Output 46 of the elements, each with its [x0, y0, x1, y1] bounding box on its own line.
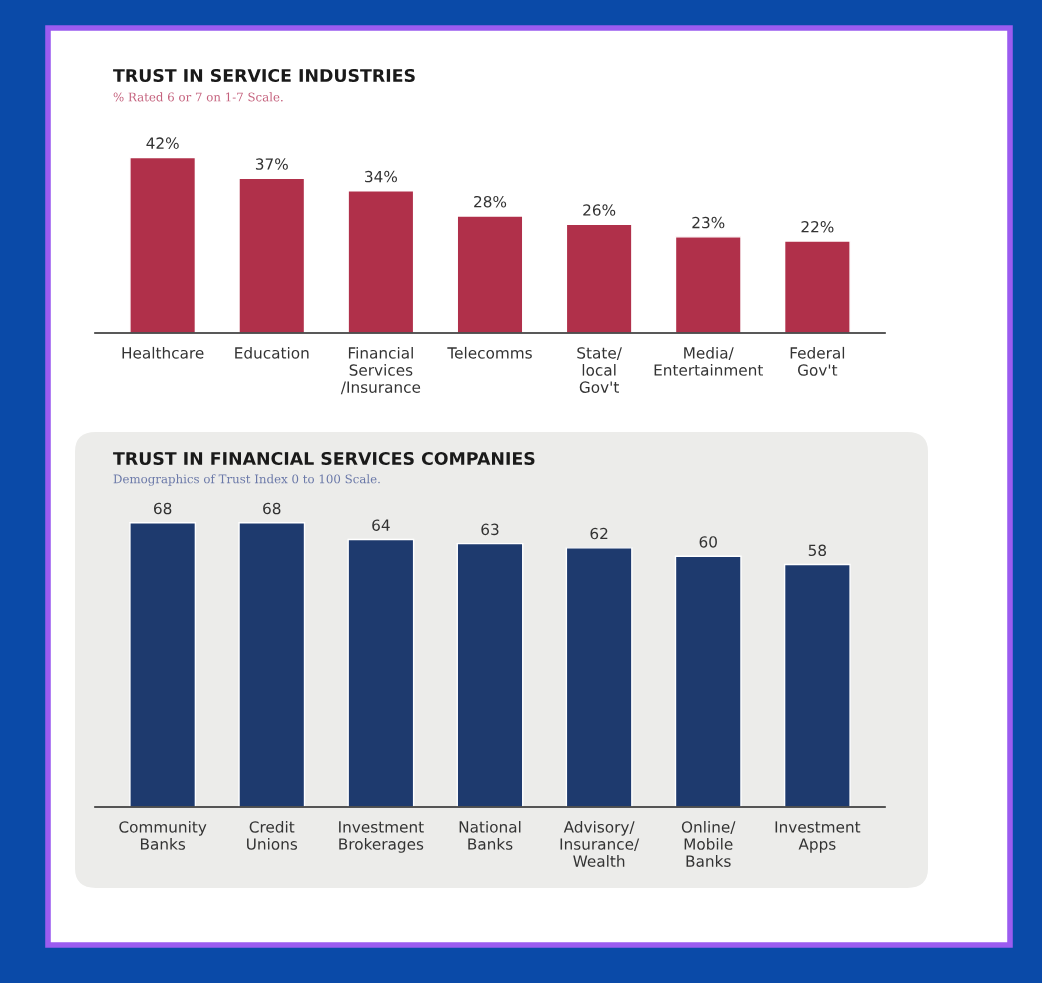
x-tick-label: Investment Brokerages: [339, 821, 424, 853]
data-label: 62: [590, 527, 608, 540]
bar: [783, 563, 851, 807]
data-label: 28%: [474, 195, 507, 208]
data-label: 68: [263, 502, 281, 515]
bar: [456, 215, 524, 333]
data-label: 22%: [801, 220, 834, 233]
bar: [129, 522, 197, 807]
x-tick-label: Media/ Entertainment: [654, 346, 763, 376]
x-tick-label: Financial Services /Insurance: [340, 346, 421, 395]
chart-title: TRUST IN FINANCIAL SERVICES COMPANIES: [113, 451, 535, 466]
x-tick-label: State/ local Gov't: [577, 347, 622, 393]
bar: [347, 538, 415, 807]
x-tick-label: Advisory/ Insurance/ Wealth: [560, 820, 640, 867]
bar: [347, 190, 415, 333]
data-label: 60: [699, 536, 717, 548]
x-tick-label: National Banks: [459, 820, 521, 850]
x-tick-label: Federal Gov't: [790, 346, 845, 376]
bar: [565, 547, 633, 807]
bar: [238, 177, 306, 333]
data-label: 34%: [365, 170, 398, 183]
data-label: 26%: [583, 204, 616, 216]
bar: [456, 542, 524, 807]
data-label: 37%: [255, 158, 288, 170]
data-label: 23%: [692, 216, 725, 229]
bar: [674, 555, 742, 807]
bar: [129, 156, 197, 333]
data-label: 58: [808, 544, 827, 557]
chart-title: TRUST IN SERVICE INDUSTRIES: [113, 68, 415, 83]
data-label: 64: [372, 519, 390, 531]
bar: [783, 240, 851, 333]
x-tick-label: Credit Unions: [247, 820, 298, 850]
bar: [565, 223, 633, 333]
x-tick-label: Education: [235, 346, 309, 359]
data-label: 42%: [146, 137, 179, 149]
data-label: 68: [154, 502, 172, 515]
bar: [674, 236, 742, 333]
bar: [238, 522, 306, 807]
data-label: 63: [481, 523, 499, 536]
x-tick-label: Telecomms: [447, 346, 532, 359]
x-tick-label: Investment Apps: [775, 821, 861, 853]
chart-subtitle: % Rated 6 or 7 on 1-7 Scale.: [113, 92, 283, 102]
x-tick-label: Healthcare: [122, 346, 204, 359]
chart-subtitle: Demographics of Trust Index 0 to 100 Scale.: [113, 474, 380, 486]
x-tick-label: Community Banks: [119, 820, 207, 850]
x-tick-label: Online/ Mobile Banks: [681, 820, 736, 867]
